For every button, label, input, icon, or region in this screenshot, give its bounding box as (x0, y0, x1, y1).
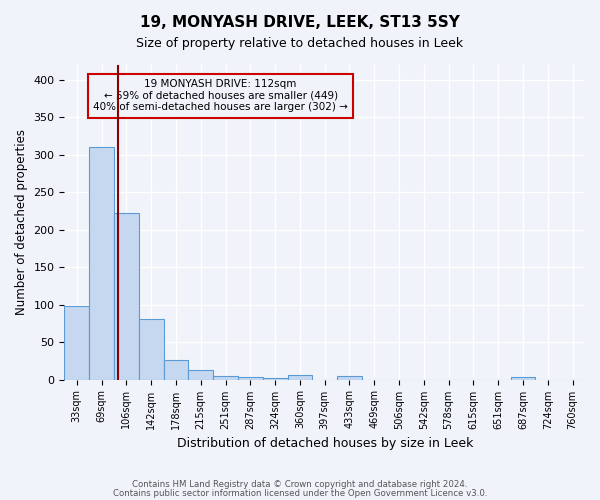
Bar (287, 375, 313, 380)
Bar (263, 378, 287, 380)
Bar (213, 376, 238, 380)
Text: 19, MONYASH DRIVE, LEEK, ST13 5SY: 19, MONYASH DRIVE, LEEK, ST13 5SY (140, 15, 460, 30)
Bar (511, 376, 535, 380)
Bar (164, 360, 188, 380)
Bar (139, 319, 164, 380)
Bar (337, 376, 362, 380)
Text: Contains HM Land Registry data © Crown copyright and database right 2024.: Contains HM Land Registry data © Crown c… (132, 480, 468, 489)
Bar (64, 306, 89, 380)
X-axis label: Distribution of detached houses by size in Leek: Distribution of detached houses by size … (176, 437, 473, 450)
Text: 19 MONYASH DRIVE: 112sqm
← 59% of detached houses are smaller (449)
40% of semi-: 19 MONYASH DRIVE: 112sqm ← 59% of detach… (93, 79, 348, 112)
Bar (188, 370, 213, 380)
Bar (114, 214, 139, 380)
Bar (89, 146, 114, 380)
Bar (238, 376, 263, 380)
Text: Contains public sector information licensed under the Open Government Licence v3: Contains public sector information licen… (113, 489, 487, 498)
Text: Size of property relative to detached houses in Leek: Size of property relative to detached ho… (136, 38, 464, 51)
Y-axis label: Number of detached properties: Number of detached properties (15, 130, 28, 316)
